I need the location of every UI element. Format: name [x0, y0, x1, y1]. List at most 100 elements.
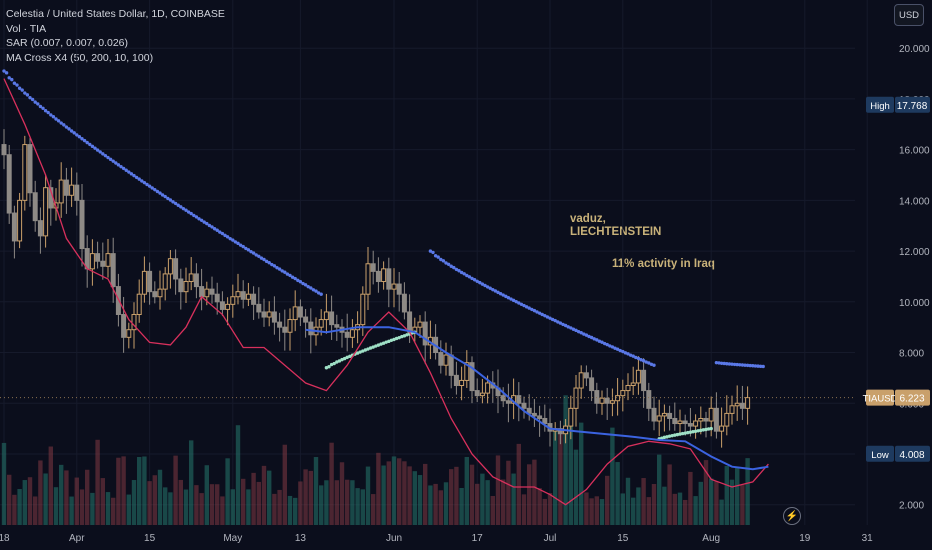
ma-cross-indicator-label[interactable]: MA Cross X4 (50, 200, 10, 100): [6, 51, 154, 64]
sar-dot: [662, 435, 667, 440]
sar-dot: [17, 86, 22, 90]
volume-bar: [584, 492, 589, 525]
volume-bar: [204, 465, 209, 525]
sar-dot: [678, 432, 682, 436]
x-tick-label: 13: [295, 533, 307, 544]
volume-bar: [563, 395, 568, 525]
sar-dot: [673, 433, 677, 437]
sar-dot: [719, 361, 724, 365]
candle-body: [521, 402, 527, 409]
candle-body: [173, 258, 179, 280]
sar-dot: [610, 345, 615, 349]
sar-dot: [595, 338, 599, 342]
sar-dot: [134, 175, 139, 180]
x-tick-label: May: [223, 533, 242, 544]
volume-bar: [12, 494, 17, 525]
candle-body: [219, 301, 225, 310]
lightning-icon[interactable]: ⚡: [783, 507, 801, 525]
volume-bar: [199, 493, 204, 525]
sar-dot: [740, 363, 745, 367]
volume-bar: [464, 456, 469, 525]
volume-bar: [605, 475, 610, 525]
sar-dot: [75, 133, 79, 137]
candle-body: [667, 412, 673, 419]
sar-dot: [478, 280, 482, 285]
currency-button[interactable]: USD: [894, 4, 924, 26]
sar-dot: [727, 362, 732, 366]
sar-dot: [340, 357, 344, 362]
sar-dot: [319, 292, 323, 296]
candle-body: [505, 400, 511, 404]
x-tick-label: Apr: [69, 533, 85, 544]
sar-dot: [324, 366, 329, 370]
sar-dot: [103, 153, 108, 158]
volume-bar: [365, 466, 371, 525]
candle-body: [729, 405, 735, 414]
candle-body: [235, 291, 241, 298]
sar-dot: [25, 93, 30, 97]
volume-bar: [246, 489, 251, 525]
candle-body: [500, 395, 506, 402]
sar-dot: [194, 215, 199, 219]
price-label-value-box: [895, 445, 930, 462]
sar-dot: [49, 113, 53, 117]
volume-bar: [459, 487, 464, 525]
volume-bar: [594, 496, 599, 525]
sar-dot: [298, 280, 303, 284]
volume-bar: [407, 466, 412, 525]
candle-body: [672, 417, 678, 425]
sar-dot: [548, 316, 552, 320]
y-tick-label: 12.000: [899, 247, 930, 258]
candle-body: [531, 412, 537, 417]
sar-dot: [36, 102, 40, 106]
sar-dot: [160, 193, 165, 197]
candle-body: [287, 319, 293, 333]
volume-bar: [163, 487, 168, 525]
volume-bar: [194, 485, 199, 525]
sar-dot: [439, 257, 443, 262]
sar-dot: [480, 282, 485, 286]
volume-bar: [69, 496, 74, 525]
volume-bar: [272, 493, 277, 525]
volume-bar: [90, 492, 95, 525]
volume-bar: [397, 458, 402, 525]
sar-dot: [137, 177, 141, 181]
sar-dot: [701, 428, 706, 432]
volume-bar: [719, 499, 724, 525]
candle-body: [297, 306, 303, 318]
sar-indicator-label[interactable]: SAR (0.007, 0.007, 0.026): [6, 37, 128, 49]
sar-dot: [272, 264, 277, 268]
candle-body: [188, 273, 194, 283]
sar-dot: [116, 163, 121, 167]
candle-body: [266, 311, 272, 318]
sar-dot: [275, 266, 279, 270]
candle-body: [516, 395, 522, 404]
sar-dot: [693, 429, 698, 433]
sar-dot: [181, 206, 186, 211]
volume-bar: [391, 456, 397, 525]
price-label-value-box: [895, 96, 930, 113]
sar-dot: [387, 339, 391, 344]
volume-bar: [449, 469, 454, 525]
volume-bar: [620, 493, 625, 525]
sar-dot: [223, 233, 227, 238]
volume-bar: [319, 485, 324, 525]
sar-dot: [288, 273, 292, 278]
sar-dot: [683, 431, 687, 435]
x-tick-label: 15: [617, 533, 629, 544]
candle-body: [95, 253, 101, 262]
volume-bar: [386, 461, 391, 525]
sar-dot: [309, 286, 313, 290]
volume-bar: [230, 489, 235, 525]
volume-indicator-label[interactable]: Vol · TIA: [6, 22, 47, 35]
sar-dot: [64, 125, 69, 129]
candle-body: [318, 319, 324, 328]
candle-body: [1, 144, 7, 156]
volume-bar: [235, 425, 241, 525]
sar-dot: [613, 346, 617, 350]
candle-body: [131, 313, 137, 331]
sar-dot: [436, 255, 440, 259]
volume-bar: [173, 455, 178, 525]
volume-bar: [599, 499, 605, 525]
